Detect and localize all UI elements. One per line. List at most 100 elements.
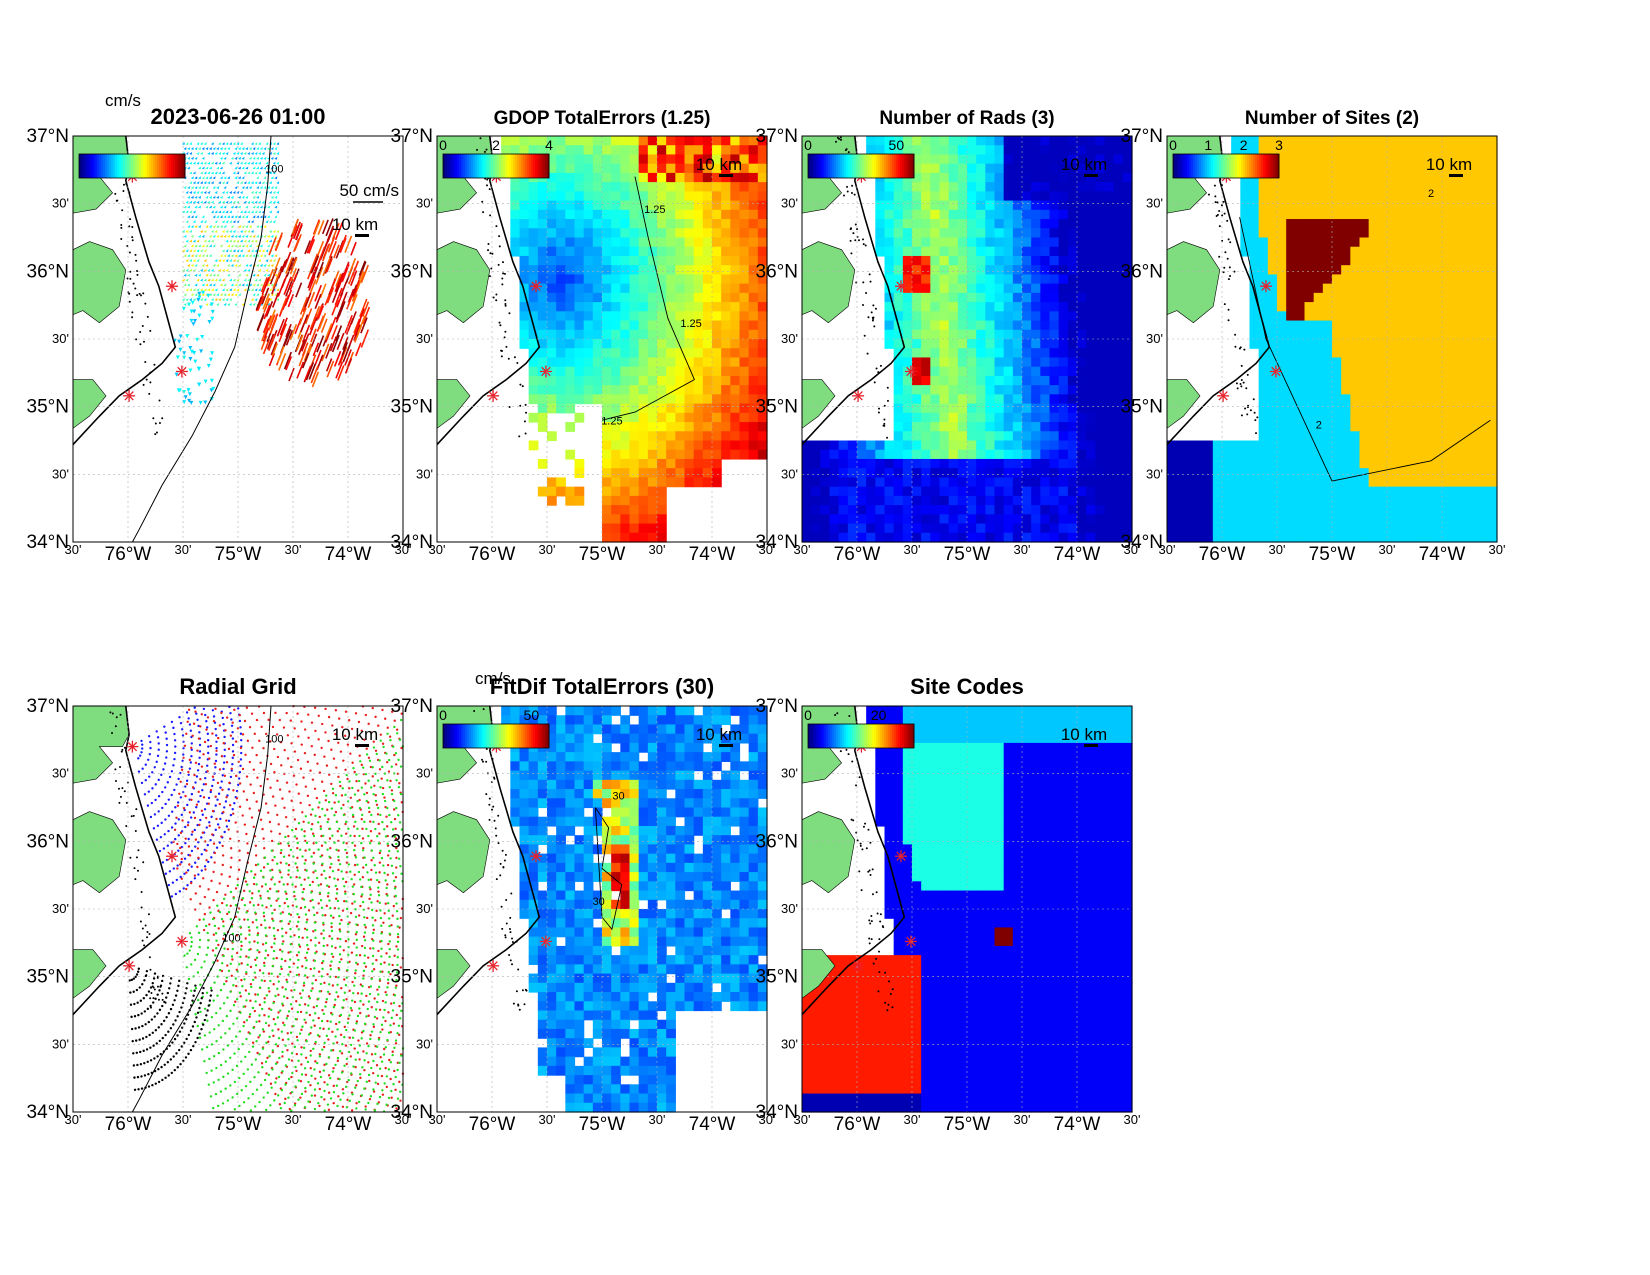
heatmap-cell [757, 311, 768, 322]
velocity-arrow [324, 231, 332, 249]
heatmap-cell [1286, 265, 1296, 276]
heatmap-cell [1212, 495, 1223, 506]
heatmap-cell [1487, 431, 1498, 442]
velocity-arrow [219, 224, 223, 228]
velocity-arrow [225, 190, 229, 194]
heatmap-cell [693, 283, 704, 294]
heatmap-cell [684, 145, 695, 156]
velocity-arrow [185, 161, 189, 165]
island-dot [128, 225, 131, 228]
heatmap-cell [1049, 422, 1060, 432]
velocity-arrow [234, 234, 238, 238]
heatmap-cell [930, 246, 941, 257]
heatmap-cell [1396, 136, 1406, 146]
heatmap-cell [528, 255, 539, 266]
velocity-arrow [221, 298, 225, 302]
heatmap-cell [702, 246, 713, 257]
heatmap-cell [1487, 339, 1498, 349]
heatmap-cell [1460, 348, 1471, 359]
heatmap-cell [1322, 394, 1333, 405]
heatmap-cell [1086, 403, 1096, 414]
heatmap-cell [1240, 505, 1251, 515]
heatmap-cell [1368, 246, 1379, 257]
heatmap-cell [1095, 339, 1106, 349]
heatmap-cell [820, 514, 831, 525]
heatmap-cell [712, 394, 722, 405]
heatmap-cell [1487, 366, 1498, 377]
velocity-arrow [347, 257, 357, 277]
velocity-arrow [234, 205, 238, 209]
heatmap-cell [1414, 182, 1425, 192]
heatmap-cell [739, 375, 750, 386]
heatmap-cell [1022, 449, 1032, 460]
heatmap-cell [1077, 495, 1087, 506]
heatmap-cell [1359, 163, 1370, 174]
heatmap-cell [857, 458, 867, 469]
heatmap-cell [657, 431, 667, 442]
heatmap-cell [1460, 302, 1471, 312]
heatmap-cell [620, 255, 631, 266]
heatmap-cell [811, 486, 821, 497]
heatmap-cell [967, 348, 977, 359]
lon-tick-label: 74°W [325, 544, 372, 565]
heatmap-cell [1332, 431, 1342, 442]
velocity-arrow [198, 244, 202, 248]
heatmap-cell [1040, 191, 1051, 202]
heatmap-cell [1012, 385, 1023, 395]
velocity-arrow [243, 181, 247, 185]
heatmap-cell [948, 339, 959, 349]
heatmap-cell [902, 228, 913, 239]
heatmap-cell [1341, 237, 1351, 248]
heatmap-cell [985, 145, 996, 156]
heatmap-cell [657, 440, 667, 451]
heatmap-cell [1295, 339, 1306, 349]
velocity-arrow [252, 205, 256, 209]
velocity-arrow [293, 238, 300, 252]
heatmap-cell [1022, 357, 1032, 368]
heatmap-cell [629, 228, 640, 239]
heatmap-cell [1267, 237, 1278, 248]
heatmap-cell [1022, 302, 1032, 312]
heatmap-cell [1341, 172, 1351, 183]
heatmap-cell [957, 449, 968, 460]
heatmap-cell [1304, 486, 1315, 497]
velocity-arrow [276, 181, 280, 185]
heatmap-cell [1049, 255, 1060, 266]
heatmap-cell [574, 375, 585, 386]
heatmap-cell [1231, 458, 1241, 469]
velocity-arrow [181, 249, 185, 253]
heatmap-cell [592, 366, 603, 377]
radar-site-marker [123, 389, 136, 402]
heatmap-cell [802, 477, 812, 488]
heatmap-cell [647, 366, 658, 377]
heatmap-cell [1478, 449, 1489, 460]
heatmap-cell [866, 145, 876, 156]
lat-tick-label: 30' [781, 331, 798, 346]
heatmap-cell [666, 412, 676, 423]
heatmap-cell [1368, 348, 1379, 359]
velocity-arrow [218, 278, 222, 282]
heatmap-cell [519, 246, 530, 257]
heatmap-cell [1432, 219, 1443, 229]
heatmap-cell [556, 255, 566, 266]
heatmap-cell [1460, 246, 1471, 257]
heatmap-cell [1231, 449, 1241, 460]
velocity-arrow [219, 293, 223, 297]
heatmap-cell [1304, 449, 1315, 460]
velocity-arrow [252, 273, 256, 277]
velocity-arrow [357, 315, 366, 334]
heatmap-cell [611, 468, 621, 479]
heatmap-cell [1414, 422, 1425, 432]
heatmap-cell [820, 495, 831, 506]
heatmap-cell [912, 182, 922, 192]
heatmap-cell [1185, 440, 1196, 451]
heatmap-cell [1460, 357, 1471, 368]
heatmap-cell [574, 366, 585, 377]
heatmap-cell [620, 228, 631, 239]
heatmap-cell [1095, 228, 1106, 239]
heatmap-cell [1077, 431, 1087, 442]
heatmap-cell [556, 320, 566, 331]
velocity-arrow [230, 205, 234, 209]
heatmap-cell [712, 292, 722, 303]
velocity-arrow [254, 288, 258, 292]
